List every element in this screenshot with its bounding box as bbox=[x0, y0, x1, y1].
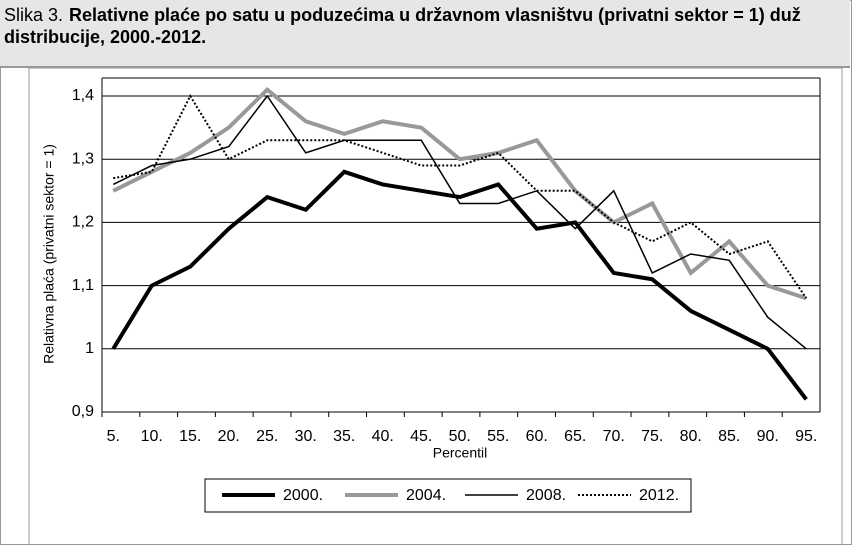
legend-label: 2012. bbox=[639, 487, 679, 504]
header: Slika 3. Relativne plaće po satu u poduz… bbox=[0, 0, 850, 68]
x-tick-label: 10. bbox=[141, 428, 163, 445]
y-tick-label: 1,2 bbox=[72, 214, 94, 231]
x-tick-label: 40. bbox=[372, 428, 394, 445]
x-tick-label: 30. bbox=[295, 428, 317, 445]
x-tick-label: 35. bbox=[333, 428, 355, 445]
legend-label: 2000. bbox=[283, 487, 323, 504]
x-tick-label: 15. bbox=[179, 428, 201, 445]
x-tick-label: 70. bbox=[603, 428, 625, 445]
x-tick-label: 65. bbox=[564, 428, 586, 445]
legend-label: 2008. bbox=[526, 487, 566, 504]
x-tick-label: 20. bbox=[218, 428, 240, 445]
line-2 bbox=[112, 94, 807, 350]
y-tick-label: 1,1 bbox=[72, 277, 94, 294]
x-tick-label: 60. bbox=[526, 428, 548, 445]
x-axis-label: Percentil bbox=[433, 445, 487, 461]
legend-label: 2004. bbox=[406, 487, 446, 504]
y-tick-label: 0,9 bbox=[72, 403, 94, 420]
x-tick-label: 5. bbox=[107, 428, 120, 445]
line-0 bbox=[111, 169, 808, 401]
x-tick-label: 45. bbox=[410, 428, 432, 445]
x-tick-label: 90. bbox=[757, 428, 779, 445]
figure-label: Slika 3. bbox=[4, 5, 64, 25]
x-tick-label: 95. bbox=[795, 428, 817, 445]
y-tick-label: 1,4 bbox=[72, 87, 94, 104]
x-tick-label: 85. bbox=[718, 428, 740, 445]
y-tick-label: 1 bbox=[85, 340, 94, 357]
x-tick-label: 75. bbox=[641, 428, 663, 445]
line-1 bbox=[112, 86, 807, 301]
line-3 bbox=[113, 93, 808, 299]
x-tick-label: 80. bbox=[680, 428, 702, 445]
y-axis-label: Relativna plaća (privatni sektor = 1) bbox=[41, 144, 57, 364]
y-tick-label: 1,3 bbox=[72, 150, 94, 167]
chart-title: Relativne plaće po satu u poduzećima u d… bbox=[4, 5, 801, 47]
x-tick-label: 50. bbox=[449, 428, 471, 445]
x-tick-label: 25. bbox=[256, 428, 278, 445]
x-tick-label: 55. bbox=[487, 428, 509, 445]
plot-frame bbox=[28, 67, 843, 545]
